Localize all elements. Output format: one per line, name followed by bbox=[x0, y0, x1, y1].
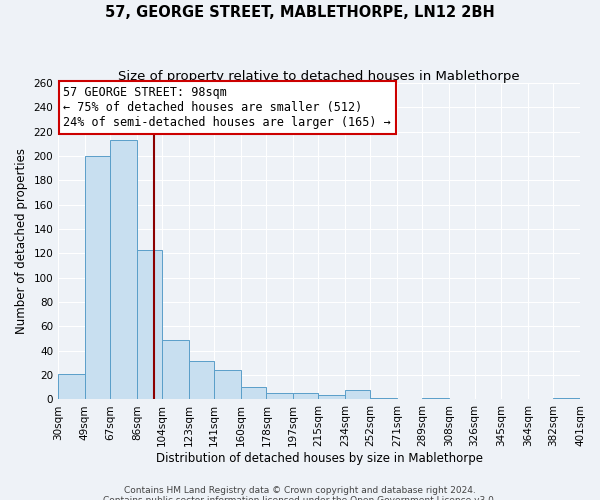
Bar bbox=[422, 398, 449, 400]
Bar bbox=[241, 388, 266, 400]
Bar bbox=[189, 360, 214, 400]
Bar bbox=[553, 398, 580, 400]
Bar bbox=[85, 156, 110, 400]
Text: Contains HM Land Registry data © Crown copyright and database right 2024.: Contains HM Land Registry data © Crown c… bbox=[124, 486, 476, 495]
Text: 57, GEORGE STREET, MABLETHORPE, LN12 2BH: 57, GEORGE STREET, MABLETHORPE, LN12 2BH bbox=[105, 5, 495, 20]
Bar bbox=[162, 340, 189, 400]
Bar bbox=[58, 374, 85, 400]
Bar bbox=[293, 394, 319, 400]
Title: Size of property relative to detached houses in Mablethorpe: Size of property relative to detached ho… bbox=[118, 70, 520, 83]
Text: Contains public sector information licensed under the Open Government Licence v3: Contains public sector information licen… bbox=[103, 496, 497, 500]
Bar bbox=[345, 390, 370, 400]
Text: 57 GEORGE STREET: 98sqm
← 75% of detached houses are smaller (512)
24% of semi-d: 57 GEORGE STREET: 98sqm ← 75% of detache… bbox=[64, 86, 391, 129]
Bar bbox=[319, 394, 345, 400]
Bar bbox=[370, 398, 397, 400]
X-axis label: Distribution of detached houses by size in Mablethorpe: Distribution of detached houses by size … bbox=[155, 452, 482, 465]
Bar bbox=[137, 250, 162, 400]
Bar bbox=[110, 140, 137, 400]
Bar bbox=[266, 394, 293, 400]
Bar bbox=[214, 370, 241, 400]
Y-axis label: Number of detached properties: Number of detached properties bbox=[15, 148, 28, 334]
